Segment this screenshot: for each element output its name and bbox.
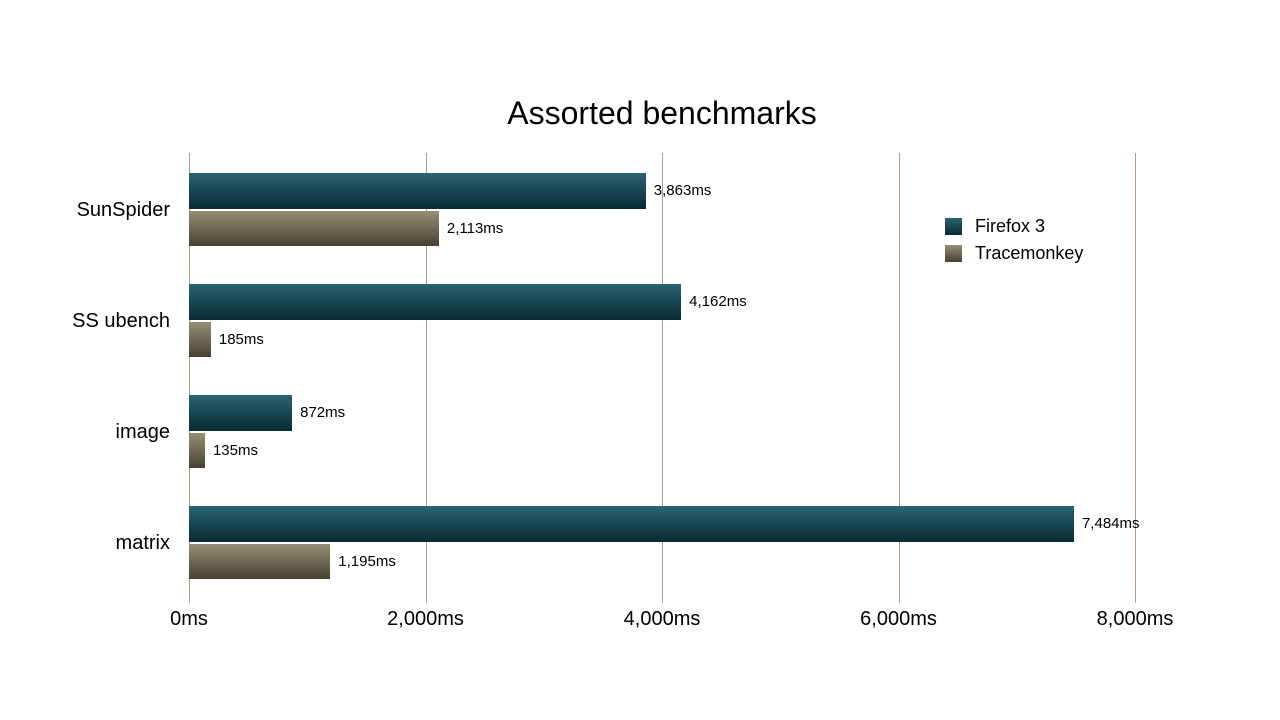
x-tick-label-4000ms: 4,000ms (623, 608, 701, 630)
x-tick-label-6000ms: 6,000ms (860, 608, 937, 630)
legend-swatch-firefox-3 (945, 218, 962, 235)
gridline-6000ms (898, 153, 900, 603)
bar-tracemonkey-matrix (189, 544, 330, 579)
value-label-tracemonkey-image: 135ms (212, 441, 258, 459)
value-label-tracemonkey-ss-ubench: 185ms (218, 330, 264, 348)
chart-title: Assorted benchmarks (507, 95, 817, 131)
category-label-ss-ubench: SS ubench (72, 310, 170, 332)
bar-tracemonkey-image (189, 433, 205, 468)
gridline-8000ms (1135, 153, 1136, 603)
bar-firefox-3-ss-ubench (189, 284, 681, 320)
category-label-sunspider: SunSpider (76, 199, 170, 221)
gridline-0ms (189, 153, 190, 603)
legend: Firefox 3 Tracemonkey (945, 216, 1083, 270)
value-label-firefox-3-image: 872ms (300, 404, 346, 421)
bar-firefox-3-matrix (189, 506, 1074, 542)
gridline-4000ms (662, 153, 663, 603)
legend-item-tracemonkey: Tracemonkey (945, 243, 1083, 264)
x-tick-label-2000ms: 2,000ms (387, 608, 464, 630)
bar-firefox-3-sunspider (189, 173, 646, 209)
legend-item-firefox-3: Firefox 3 (945, 216, 1083, 237)
bar-tracemonkey-sunspider (189, 211, 439, 246)
legend-label-tracemonkey: Tracemonkey (975, 243, 1084, 263)
legend-label-firefox-3: Firefox 3 (975, 216, 1046, 236)
gridline-2000ms (425, 153, 427, 603)
bar-firefox-3-image (189, 395, 292, 431)
category-label-matrix: matrix (115, 532, 170, 554)
legend-swatch-tracemonkey (945, 245, 962, 262)
value-label-firefox-3-ss-ubench: 4,162ms (689, 293, 747, 310)
category-label-image: image (115, 421, 170, 443)
value-label-firefox-3-sunspider: 3,863ms (653, 182, 712, 199)
bar-tracemonkey-ss-ubench (189, 322, 211, 357)
value-label-tracemonkey-sunspider: 2,113ms (446, 219, 504, 237)
value-label-firefox-3-matrix: 7,484ms (1081, 515, 1140, 532)
x-tick-label-0ms: 0ms (170, 608, 208, 630)
value-label-tracemonkey-matrix: 1,195ms (338, 552, 396, 570)
x-tick-label-8000ms: 8,000ms (1096, 608, 1174, 630)
